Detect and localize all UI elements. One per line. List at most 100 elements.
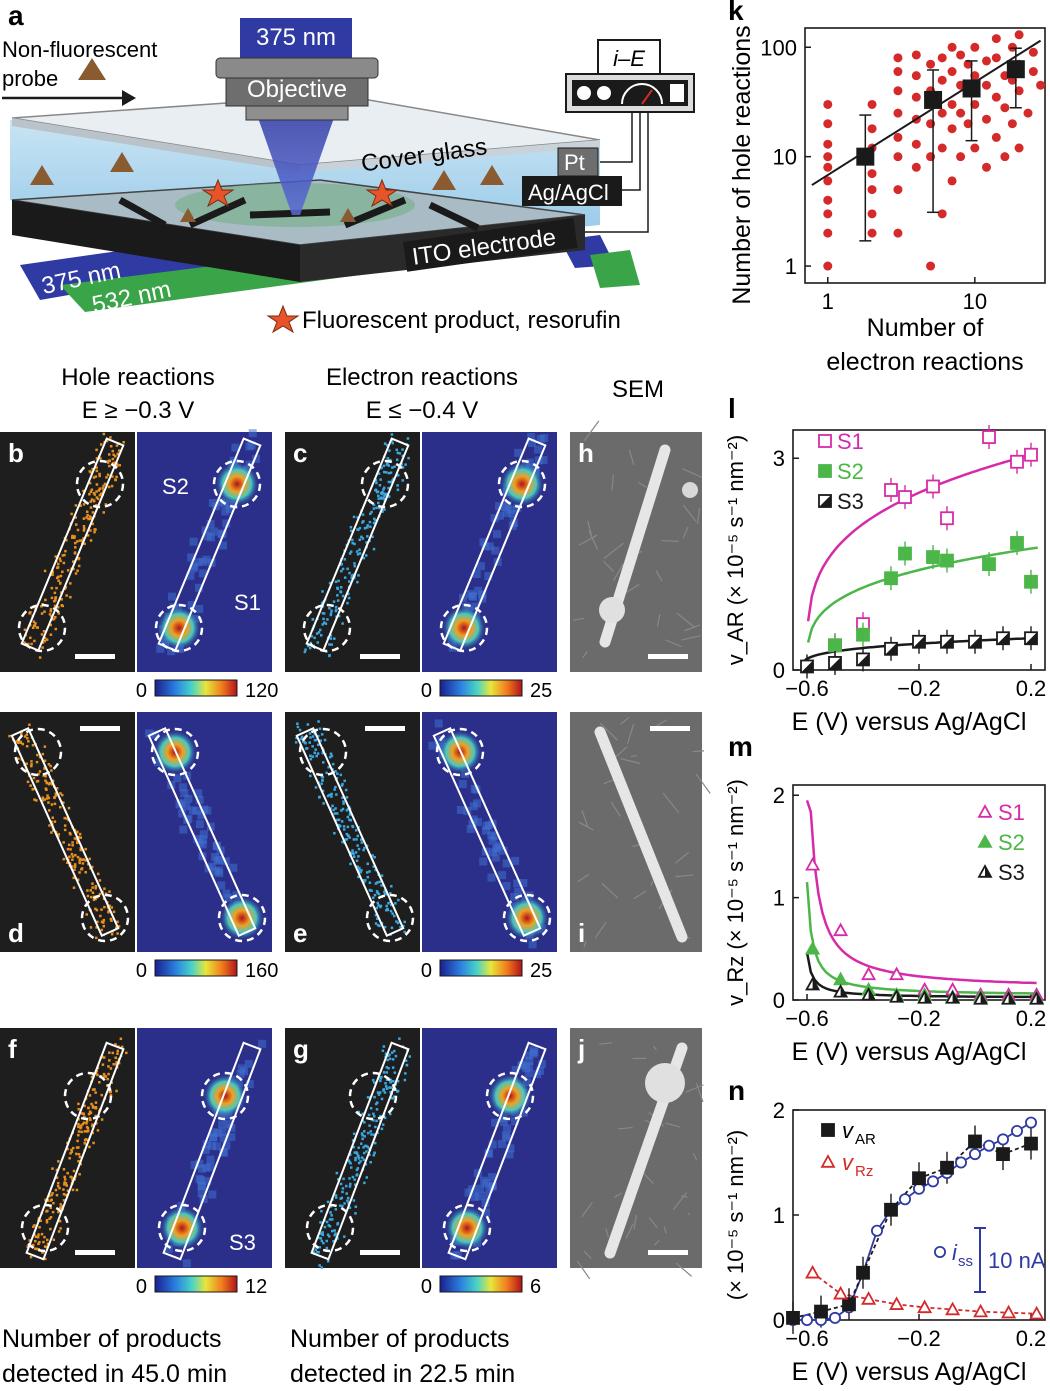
sem-texture — [687, 1212, 691, 1216]
product-spot — [79, 848, 82, 852]
product-spot — [395, 474, 399, 477]
heatmap-pixel — [231, 443, 240, 452]
product-spot — [76, 528, 80, 532]
product-spot — [377, 1093, 381, 1096]
heatmap-pixel — [471, 602, 480, 611]
product-spot — [65, 817, 68, 820]
product-spot — [388, 1086, 391, 1089]
product-spot — [72, 567, 75, 571]
product-spot — [314, 748, 317, 751]
product-spot — [311, 735, 315, 738]
panel-letter-b: b — [8, 438, 24, 468]
data-point — [1000, 152, 1010, 162]
product-spot — [71, 534, 74, 538]
colorbar-min: 0 — [421, 1276, 432, 1298]
product-spot — [341, 1187, 345, 1190]
sem-texture — [620, 758, 641, 765]
sem-texture — [674, 851, 690, 864]
product-spot — [294, 741, 298, 744]
heatmap-pixel — [190, 1160, 199, 1169]
product-spot — [406, 437, 410, 440]
data-point — [867, 209, 877, 219]
product-spot — [336, 1221, 340, 1225]
product-spot — [308, 732, 312, 735]
product-spot — [54, 596, 58, 599]
product-spot — [306, 644, 310, 648]
product-spot — [358, 548, 361, 551]
product-spot — [63, 828, 67, 832]
fit-curve — [806, 451, 1039, 622]
product-spot — [348, 836, 351, 839]
product-spot — [50, 803, 54, 806]
product-spot — [320, 1239, 324, 1243]
product-spot — [58, 1219, 62, 1223]
rod-outline — [147, 726, 257, 938]
product-spot — [378, 483, 382, 487]
heatmap-pixel — [197, 811, 206, 820]
product-spot — [71, 855, 75, 858]
product-spot — [363, 1121, 366, 1124]
data-point — [1001, 1304, 1017, 1319]
product-spot — [339, 773, 343, 777]
product-spot — [328, 643, 331, 646]
y-axis-label: Number of hole reactions — [728, 25, 756, 304]
product-spot — [340, 562, 344, 566]
product-spot — [359, 1160, 362, 1163]
heatmap-pixel — [470, 784, 479, 793]
product-spot — [68, 855, 71, 859]
product-spot — [77, 1125, 80, 1129]
product-spot — [100, 920, 104, 924]
product-spot — [92, 1141, 95, 1145]
product-spot — [394, 902, 397, 905]
product-spot — [98, 879, 102, 882]
product-spot — [381, 491, 385, 495]
product-spot — [352, 515, 356, 519]
heatmap-pixel — [505, 1150, 514, 1159]
product-spot — [371, 1078, 375, 1082]
product-spot — [363, 1130, 366, 1133]
heatmap-pixel — [495, 502, 504, 511]
heatmap-pixel — [194, 789, 203, 798]
product-spot — [86, 1126, 90, 1130]
dashed-region — [305, 1203, 355, 1253]
heatmap-pixel — [195, 820, 204, 829]
product-spot — [117, 925, 121, 928]
heatmap-pixel — [428, 741, 437, 750]
product-spot — [389, 1086, 393, 1089]
product-spot — [77, 564, 81, 568]
product-spot — [108, 1059, 111, 1062]
product-spot — [327, 1224, 331, 1227]
product-spot — [107, 1072, 110, 1076]
panel-a-schematic: a 375 nm Objective Non-fluorescen — [2, 0, 695, 334]
product-spot — [109, 1094, 113, 1097]
product-spot — [103, 887, 106, 890]
product-spot — [105, 476, 108, 479]
product-spot — [391, 479, 394, 482]
product-spot — [96, 1073, 99, 1077]
product-spot — [366, 524, 369, 527]
plot-frame — [804, 27, 1046, 284]
product-spot — [395, 448, 399, 452]
product-spot — [40, 612, 44, 615]
product-spot — [337, 823, 341, 827]
hotspot — [445, 1206, 489, 1250]
sem-texture — [662, 792, 680, 814]
product-spot — [372, 547, 376, 551]
scale-bar — [75, 654, 115, 659]
product-spot — [374, 518, 377, 522]
product-spot — [41, 646, 44, 649]
data-point — [913, 1182, 926, 1195]
product-spot — [318, 727, 322, 731]
product-spot — [355, 550, 359, 553]
product-spot — [51, 1167, 54, 1170]
heatmap-pixel — [527, 438, 536, 447]
heatmap-pixel — [151, 730, 160, 739]
product-spot — [23, 641, 26, 644]
product-spot — [51, 816, 55, 819]
legend-label-var: v — [842, 1118, 855, 1143]
product-spot — [355, 1168, 359, 1172]
product-spot — [364, 879, 367, 882]
product-spot — [351, 541, 354, 545]
product-spot — [366, 862, 369, 866]
